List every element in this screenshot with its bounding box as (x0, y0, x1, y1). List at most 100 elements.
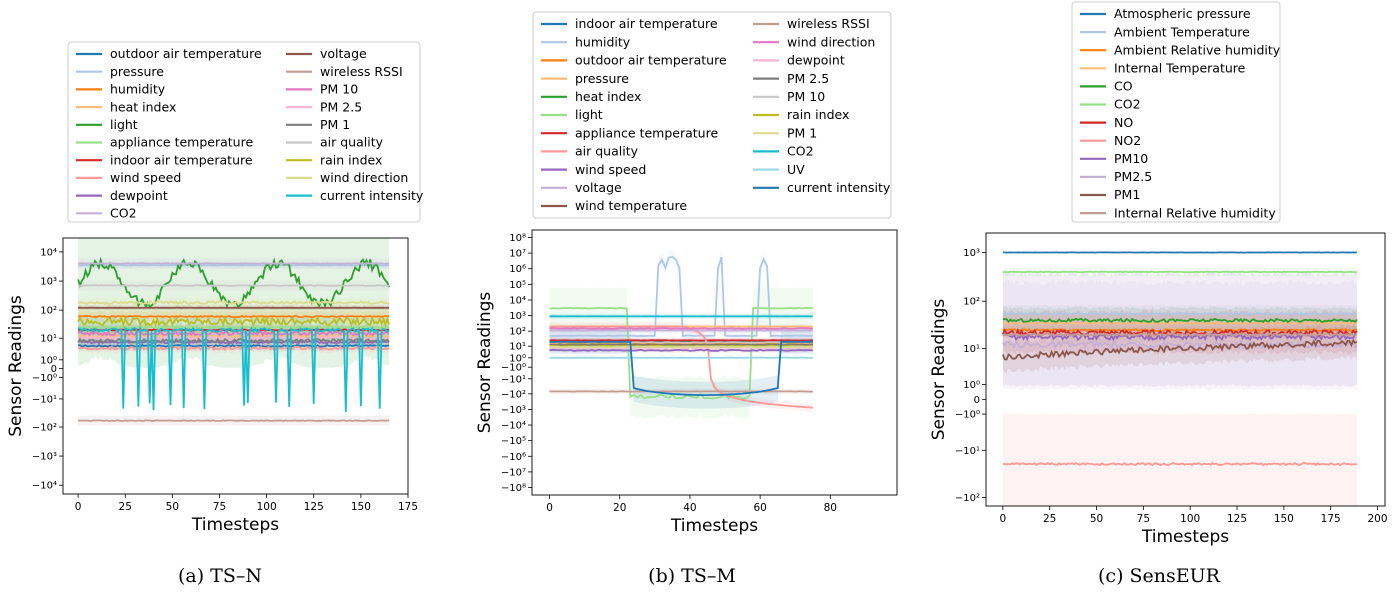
legend-entry: humidity (575, 34, 631, 49)
x-axis-label: Timesteps (1141, 527, 1229, 547)
y-tick-label: −10⁴ (501, 421, 526, 432)
y-tick-label: 10¹ (509, 342, 526, 353)
plot-area (549, 250, 813, 419)
legend-entry: CO2 (1114, 97, 1141, 112)
x-tick-label: 150 (351, 501, 371, 513)
legend-entry: indoor air temperature (575, 16, 718, 31)
legend-entry: wireless RSSI (787, 16, 870, 31)
y-tick-label: −10² (32, 423, 57, 434)
axes-frame (62, 237, 409, 495)
y-tick-label: 10⁰ (509, 353, 526, 364)
series-line (549, 343, 813, 347)
y-tick-label: −10⁴ (32, 481, 57, 492)
series-line (1002, 461, 1358, 467)
legend-entry: light (575, 107, 603, 122)
series-band (549, 322, 813, 412)
legend-entry: PM 10 (320, 82, 358, 97)
axes-frame (985, 232, 1386, 507)
series-line (77, 314, 390, 319)
series-line (1002, 332, 1358, 337)
y-tick-label: −10⁰ (955, 410, 980, 421)
legend-entry: PM 1 (320, 117, 350, 132)
legend-entry: CO (1114, 79, 1133, 94)
legend-entry: wind speed (110, 170, 181, 185)
series-line (549, 255, 813, 338)
x-tick-label: 200 (1367, 513, 1387, 525)
legend-entry: dewpoint (787, 53, 845, 68)
y-tick-label: −10⁶ (501, 452, 526, 463)
legend-entry: outdoor air temperature (110, 46, 262, 61)
series-line (78, 284, 390, 287)
y-tick-label: −10¹ (501, 374, 526, 385)
legend-entry: heat index (110, 99, 176, 114)
legend-entry: current intensity (787, 180, 891, 195)
x-tick-label: 175 (398, 501, 418, 513)
x-tick-label: 75 (213, 501, 226, 513)
series-line (77, 300, 390, 306)
series-line (549, 340, 813, 396)
series-line (1002, 338, 1358, 361)
series-line (78, 345, 390, 352)
legend-entry: PM 10 (787, 89, 825, 104)
y-tick-label: 10⁵ (509, 280, 526, 291)
y-tick-label: 10² (963, 297, 980, 308)
series-line (1002, 339, 1358, 351)
series-line (78, 325, 390, 412)
legend-entry: wind direction (320, 170, 408, 185)
y-tick-label: 10² (40, 306, 57, 317)
legend-entry: outdoor air temperature (575, 53, 727, 68)
x-tick-label: 175 (1321, 513, 1341, 525)
axes-frame (531, 229, 898, 496)
x-tick-label: 75 (1137, 513, 1150, 525)
x-tick-label: 50 (166, 501, 179, 513)
series-line (549, 306, 813, 400)
legend-entry: UV (787, 162, 805, 177)
legend-entry: NO (1114, 115, 1133, 130)
legend-entry: NO2 (1114, 133, 1141, 148)
legend-entry: appliance temperature (575, 125, 718, 140)
legend-entry: PM 1 (787, 125, 817, 140)
legend-entry: wind direction (787, 34, 875, 49)
x-axis-label: Timesteps (191, 515, 279, 535)
chart-caption: (a) TS–N (177, 565, 262, 587)
x-axis-label: Timesteps (670, 516, 758, 536)
y-tick-label: −10² (501, 389, 526, 400)
x-tick-label: 0 (75, 501, 82, 513)
series-line (77, 325, 390, 329)
series-line (1002, 270, 1357, 274)
y-tick-label: −10⁰ (501, 363, 526, 374)
series-line (1002, 312, 1357, 316)
legend-entry: CO2 (110, 206, 137, 221)
x-tick-label: 60 (753, 502, 766, 514)
series-band (549, 287, 813, 419)
series-line (1002, 317, 1358, 324)
y-tick-label: 10⁴ (40, 247, 57, 258)
x-tick-label: 40 (683, 502, 696, 514)
x-tick-label: 125 (1227, 513, 1247, 525)
legend-entry: wind temperature (575, 198, 687, 213)
y-tick-label: 10⁰ (963, 380, 980, 391)
legend-entry: voltage (575, 180, 622, 195)
chart-panel-senseur: 0 25 50 75 100 125 150 175 200 10³ 10² 10¹ 10⁰ 0 −10⁰ −… (926, 0, 1392, 593)
x-tick-label: 20 (613, 502, 626, 514)
legend-entry: dewpoint (110, 188, 168, 203)
chart-panel-ts-m: 0 20 40 60 80 10⁸ 10⁷ 10⁶ 10⁵ 10⁴ 10³ 10² 10¹ 10⁰ −10⁰… (462, 0, 922, 593)
y-tick-label: −10⁷ (501, 467, 526, 478)
legend-entry: PM2.5 (1114, 169, 1152, 184)
series-line (549, 325, 813, 409)
legend-entry: Internal Temperature (1114, 61, 1246, 76)
legend-entry: voltage (320, 46, 367, 61)
legend-entry: air quality (320, 135, 384, 150)
y-tick-label: 10¹ (963, 344, 980, 355)
legend-entry: PM10 (1114, 151, 1148, 166)
y-tick-label: 10³ (963, 248, 980, 259)
series-band (1002, 413, 1357, 506)
y-tick-label: 10⁴ (509, 295, 526, 306)
x-tick-label: 80 (824, 502, 837, 514)
legend-entry: Internal Relative humidity (1114, 205, 1276, 220)
y-tick-label: 10² (509, 327, 526, 338)
y-tick-label: −10³ (501, 405, 526, 416)
chart-ts-m: 0 20 40 60 80 10⁸ 10⁷ 10⁶ 10⁵ 10⁴ 10³ 10² 10¹10⁰−10⁰… (475, 11, 898, 536)
y-axis-label: Sensor Readings (929, 299, 949, 441)
x-tick-label: 25 (1043, 513, 1056, 525)
